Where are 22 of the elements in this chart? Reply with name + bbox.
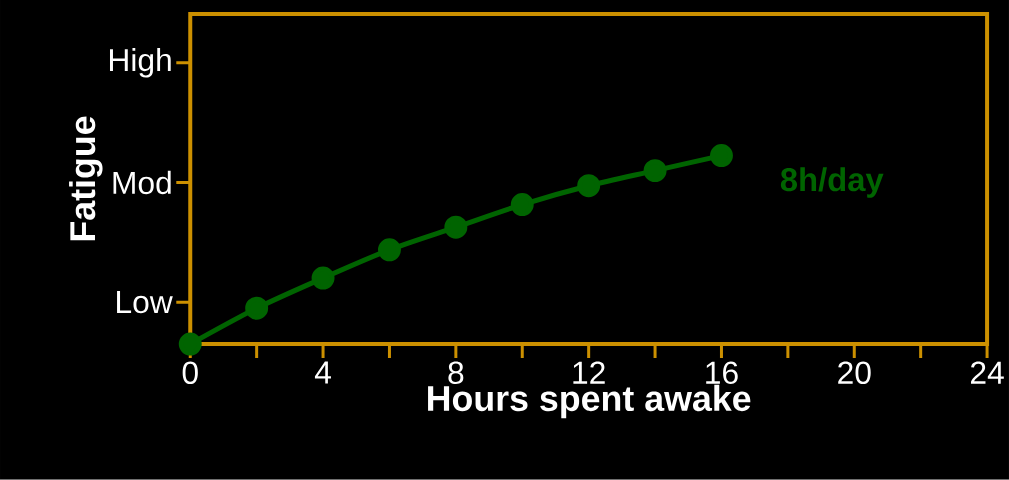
x-tick-label: 16 — [706, 361, 738, 385]
x-tick-label: 8 — [448, 361, 464, 385]
point — [709, 144, 733, 168]
series-label: 8h/day — [780, 167, 884, 198]
x-tick-label: 24 — [970, 361, 1004, 384]
point — [377, 238, 401, 262]
x-axis-title: Hours spent awake — [428, 385, 751, 419]
x-tick-label: 12 — [573, 361, 605, 384]
point — [643, 159, 667, 183]
text: Low — [117, 291, 173, 314]
x-tick-label: 4 — [314, 361, 331, 384]
y-axis-title: Fatigue — [69, 116, 103, 241]
point — [245, 296, 269, 320]
text: High — [109, 48, 171, 78]
x-tick-label: 20 — [838, 361, 871, 385]
point — [444, 215, 468, 239]
text: Mod — [113, 170, 171, 195]
point — [178, 332, 202, 356]
point — [577, 174, 601, 198]
point — [311, 266, 335, 290]
point — [510, 193, 534, 217]
x-tick-label: 0 — [182, 361, 198, 385]
